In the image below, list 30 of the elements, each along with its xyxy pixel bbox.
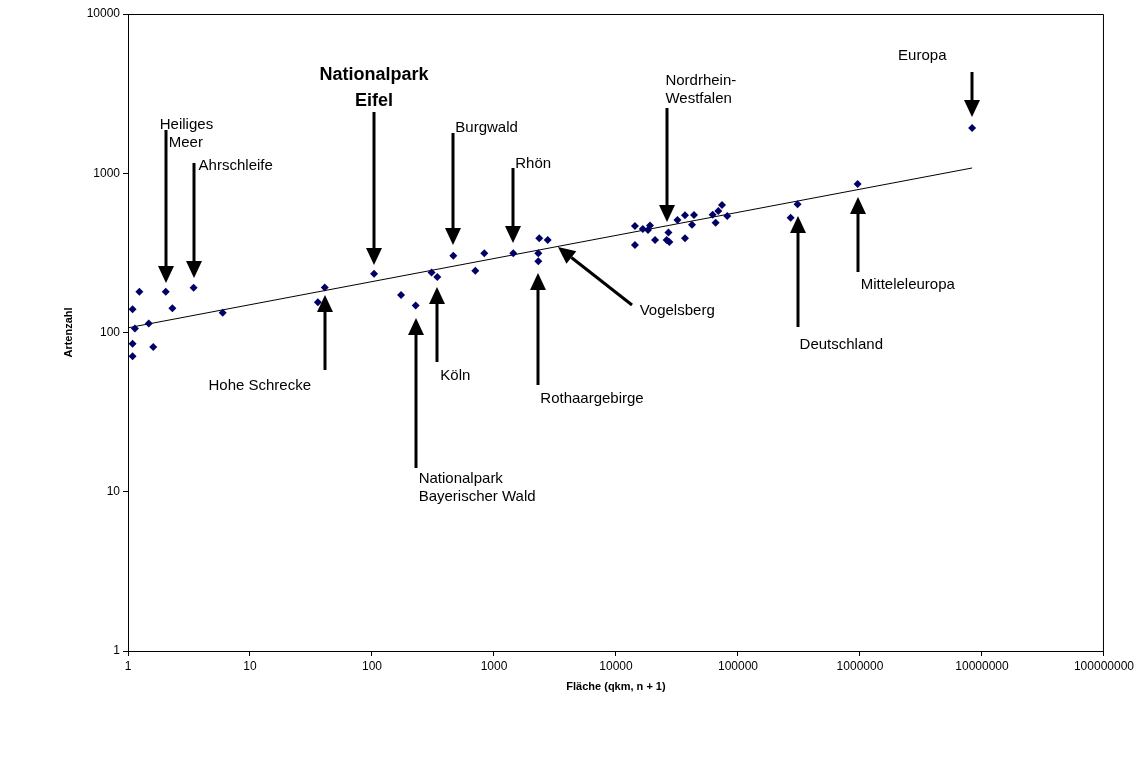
x-tick-label: 100 <box>361 658 383 673</box>
annotation: Europa <box>898 45 948 63</box>
x-tick-label: 1000000 <box>836 658 884 673</box>
annotation: Ahrschleife <box>198 155 273 173</box>
annotation: Nordrhein- Westfalen <box>665 70 737 106</box>
annotation: Nationalpark Bayerischer Wald <box>418 469 536 505</box>
y-tick-label: 10000 <box>86 6 121 21</box>
annotation: Mitteleleuropa <box>860 275 956 292</box>
y-axis-title: Artenzahl <box>61 307 74 358</box>
x-tick-label: 100000 <box>717 658 759 673</box>
x-tick-label: 100000000 <box>1073 658 1135 673</box>
x-tick-label: 1000 <box>480 658 508 673</box>
y-tick-label: 1000 <box>93 165 121 180</box>
annotation: Rhön <box>515 154 552 172</box>
x-tick-label: 10000000 <box>955 658 1009 673</box>
y-tick-label: 10 <box>106 484 121 499</box>
y-tick-label: 100 <box>99 324 121 339</box>
y-tick-label: 1 <box>113 643 121 658</box>
annotation: Köln <box>440 366 471 384</box>
x-tick-label: 10 <box>243 658 257 673</box>
annotation: Rothaargebirge <box>540 389 644 407</box>
x-tick-label: 10000 <box>599 658 633 673</box>
annotation: Burgwald <box>455 117 518 135</box>
annotation: Vogelsberg <box>639 300 715 318</box>
annotation: Heiliges Meer <box>159 114 214 150</box>
annotation: Deutschland <box>799 335 883 353</box>
x-axis-title: Fläche (qkm, n + 1) <box>566 680 666 693</box>
annotation: Nationalpark Eifel <box>319 63 430 110</box>
x-tick-label: 1 <box>124 658 132 673</box>
annotation: Hohe Schrecke <box>208 376 312 394</box>
